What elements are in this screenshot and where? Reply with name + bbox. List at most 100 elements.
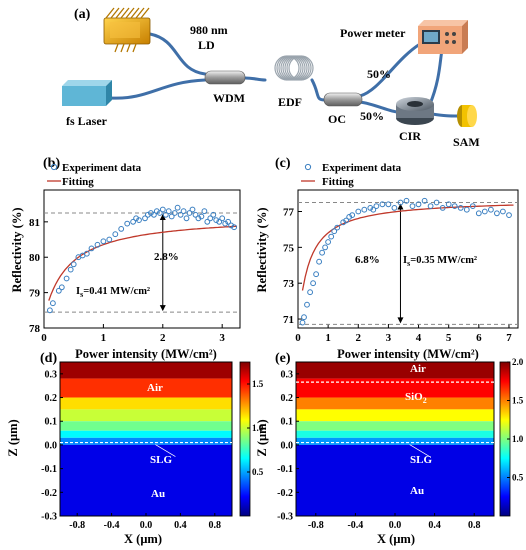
y-tick-label: 79: [29, 288, 41, 300]
x-tick-label: 2: [160, 332, 166, 344]
circulator: [396, 97, 434, 125]
x-tick-label: 0: [41, 332, 47, 344]
data-point: [222, 220, 229, 227]
ylabel-b: Reflectivity (%): [10, 207, 24, 292]
data-point: [475, 210, 482, 217]
data-point: [145, 211, 151, 218]
panel-b: (b) 0 1 2 3 78 79 80 81 Experiment data Fitting…: [10, 156, 241, 361]
power-meter-label: Power meter: [340, 26, 406, 40]
x-tick-label: 4: [416, 332, 422, 344]
data-point: [228, 222, 235, 229]
data-point: [183, 215, 190, 222]
data-point: [445, 201, 452, 208]
data-point: [457, 205, 464, 211]
label-d-slg: SLG: [150, 454, 172, 466]
data-point: [153, 208, 160, 215]
data-point: [409, 203, 416, 210]
data-point: [488, 206, 494, 213]
xlabel-b: Power intensity (MW/cm²): [75, 347, 217, 361]
data-point: [210, 211, 217, 218]
fiber-wdm-edf: [243, 76, 267, 82]
x-tick-label: 0.8: [468, 520, 481, 531]
data-point: [373, 203, 380, 210]
chart-d: -0.8 -0.4 0.0 0.4 0.8 -0.3 -0.2 -0.1 0.0 0.1 0.2 0.…: [41, 361, 264, 531]
y-tick-label: 0.0: [45, 440, 58, 451]
x-tick-label: 3: [386, 332, 392, 344]
x-tick-label: -0.8: [308, 520, 324, 531]
annotation-b-delta: 2.8%: [154, 251, 179, 263]
wdm-coupler: [204, 70, 246, 85]
data-point: [162, 211, 169, 218]
data-point: [469, 203, 476, 210]
slg-pointer: [409, 444, 430, 457]
colorbar-tick-label: 0.5: [252, 467, 264, 477]
data-point: [397, 199, 404, 206]
label-e-slg: SLG: [410, 454, 432, 466]
label-d-air: Air: [147, 382, 163, 394]
legend-b-data: Experiment data: [62, 162, 142, 174]
x-tick-label: 3: [219, 332, 225, 344]
data-point: [361, 206, 368, 213]
y-tick-label: 0.0: [281, 440, 294, 451]
x-tick-label: 0.8: [209, 520, 222, 531]
field-band: [60, 437, 232, 445]
legend-b-fit: Fitting: [62, 176, 94, 188]
data-point: [213, 217, 220, 224]
y-tick-label: -0.2: [277, 488, 293, 499]
ylabel-e: Z (μm): [255, 419, 269, 456]
data-point: [299, 319, 306, 326]
data-point: [67, 266, 74, 273]
panel-label-b: (b): [43, 156, 60, 171]
data-point: [100, 238, 107, 245]
cir-label: CIR: [399, 129, 421, 143]
y-tick-label: 78: [29, 323, 41, 335]
x-tick-label: 0.4: [174, 520, 187, 531]
data-point: [506, 212, 512, 219]
x-tick-label: 7: [506, 332, 512, 344]
data-point: [391, 205, 398, 211]
x-tick-label: 1: [101, 332, 107, 344]
field-band: [60, 444, 232, 516]
fiber-oc-meter: [358, 42, 422, 98]
oc-label: OC: [328, 112, 346, 126]
fiber-cir-sam: [430, 112, 460, 118]
data-point: [130, 218, 137, 225]
annotation-c-delta: 6.8%: [355, 254, 380, 266]
plot-frame: [297, 189, 519, 329]
data-point: [148, 210, 154, 216]
y-tick-label: 0.3: [281, 369, 294, 380]
data-point: [204, 218, 211, 225]
data-point: [427, 203, 434, 210]
legend-c-data: Experiment data: [322, 162, 402, 174]
y-tick-label: 0.3: [45, 369, 58, 380]
data-point: [403, 197, 410, 204]
data-point: [346, 214, 353, 220]
fiber-cir-meter: [428, 48, 444, 106]
data-point: [83, 250, 90, 257]
y-tick-label: 75: [283, 242, 295, 254]
panel-label-a: (a): [74, 7, 91, 22]
ld-pump: [103, 7, 151, 53]
data-point: [207, 215, 214, 222]
ld-label-2: LD: [198, 38, 215, 52]
panel-c: (c) 0 1 2 3 4 5 6 7 71 73 75 77 Experiment data Fit…: [255, 156, 519, 361]
panel-a: (a) 980 nm LD: [62, 7, 480, 149]
x-tick-label: 5: [446, 332, 452, 344]
legend-marker-data: [50, 163, 58, 171]
y-tick-label: 71: [283, 314, 294, 326]
data-point: [180, 208, 187, 215]
data-point: [159, 206, 166, 213]
data-point: [174, 204, 181, 211]
data-point: [118, 226, 125, 232]
chart-c: 0 1 2 3 4 5 6 7 71 73 75 77: [283, 163, 519, 344]
data-point: [439, 205, 446, 211]
colorbar-tick-label: 0.5: [512, 473, 524, 483]
x-tick-label: 1: [325, 332, 331, 344]
fs-laser: [62, 80, 112, 106]
data-point: [94, 241, 101, 248]
data-point: [433, 199, 440, 206]
delta-arrow-head-bottom: [159, 305, 166, 312]
legend-marker-data: [304, 163, 312, 171]
field-band: [296, 430, 494, 438]
colorbar-tick-label: 1.0: [252, 423, 264, 433]
